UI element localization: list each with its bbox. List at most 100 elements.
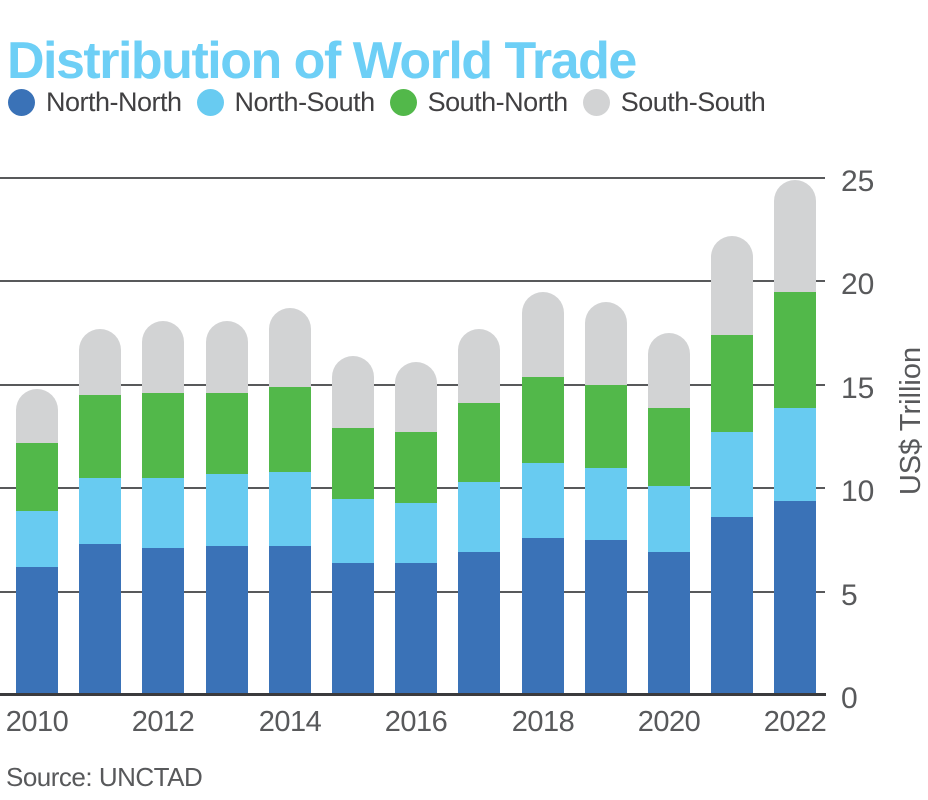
bar-2014-segment-south-north: [269, 386, 311, 472]
bar-2018-segment-south-north: [522, 376, 564, 464]
y-tick-label-15: 15: [841, 372, 875, 405]
legend-swatch-north-south: [196, 88, 224, 116]
bar-2015-segment-south-north: [332, 428, 374, 499]
y-tick-15: [813, 384, 825, 386]
bar-2011-segment-north-south: [79, 477, 121, 545]
bar-2020-segment-north-north: [648, 552, 690, 695]
x-tick-label-2014: 2014: [258, 706, 322, 738]
bar-2020-segment-north-south: [648, 486, 690, 553]
bar-2019-segment-south-south: [585, 302, 627, 385]
bar-2013-segment-south-south: [206, 321, 248, 394]
bar-2012: [142, 321, 184, 695]
bar-2012-segment-south-south: [142, 321, 184, 394]
bar-2018-segment-north-north: [522, 537, 564, 695]
bar-2013-segment-north-south: [206, 473, 248, 547]
legend-swatch-south-south: [582, 88, 610, 116]
bar-2011-segment-north-north: [79, 544, 121, 695]
gridline-25: [0, 177, 825, 179]
y-tick-25: [813, 177, 825, 179]
bar-2010-segment-north-north: [16, 566, 58, 695]
bar-2012-segment-north-north: [142, 548, 184, 695]
bar-2020-segment-south-north: [648, 407, 690, 487]
bar-2020: [648, 333, 690, 695]
legend-swatch-north-north: [8, 88, 35, 116]
bar-2022-segment-south-south: [774, 180, 816, 292]
bar-2016-segment-north-north: [395, 562, 437, 695]
x-axis-line: [0, 693, 826, 696]
gridline-20: [0, 280, 825, 282]
legend-label-south-north: South-North: [427, 86, 569, 117]
legend-item-north-north: North-North: [8, 87, 182, 118]
bar-2022-segment-south-north: [774, 291, 816, 408]
x-tick-label-2012: 2012: [131, 706, 195, 738]
legend-label-north-north: North-North: [46, 86, 182, 117]
y-tick-label-0: 0: [841, 682, 858, 715]
bar-2015-segment-north-south: [332, 498, 374, 563]
bar-2017-segment-north-south: [458, 482, 500, 553]
bar-2022-segment-north-north: [774, 500, 816, 695]
legend-item-north-south: North-South: [196, 86, 376, 118]
x-tick-label-2010: 2010: [5, 706, 69, 738]
bar-2020-segment-south-south: [648, 333, 690, 408]
bar-2014-segment-north-south: [269, 471, 311, 547]
bar-2015: [332, 356, 374, 695]
bar-2019-segment-north-north: [585, 539, 627, 695]
bar-2012-segment-south-north: [142, 393, 184, 478]
x-tick-label-2022: 2022: [763, 706, 827, 738]
bar-2016-segment-north-south: [395, 502, 437, 563]
legend-label-north-south: North-South: [234, 86, 376, 117]
bar-2022: [774, 180, 816, 695]
bar-2021: [711, 236, 753, 695]
bar-2021-segment-north-south: [711, 432, 753, 518]
bar-2012-segment-north-south: [142, 477, 184, 549]
source-note: Source: UNCTAD: [6, 762, 203, 792]
bar-2013-segment-north-north: [206, 546, 248, 695]
bar-2011-segment-south-south: [79, 329, 121, 396]
bar-2022-segment-north-south: [774, 407, 816, 501]
bar-2017-segment-south-north: [458, 403, 500, 483]
bar-2010-segment-south-north: [16, 442, 58, 511]
bar-2016-segment-south-north: [395, 432, 437, 503]
legend-item-south-south: South-South: [582, 86, 766, 118]
legend-item-south-north: South-North: [389, 86, 569, 118]
bar-2019-segment-north-south: [585, 467, 627, 540]
bar-2021-segment-south-north: [711, 335, 753, 433]
bar-2010: [16, 389, 58, 695]
bar-2017-segment-north-north: [458, 552, 500, 695]
bar-2017-segment-south-south: [458, 329, 500, 404]
bar-2015-segment-north-north: [332, 562, 374, 695]
bar-2011-segment-south-north: [79, 395, 121, 478]
y-axis-title: US$ Trillion: [895, 346, 927, 496]
bar-2015-segment-south-south: [332, 356, 374, 429]
y-tick-5: [813, 591, 825, 593]
bar-2016: [395, 362, 437, 695]
bar-2014: [269, 308, 311, 695]
bar-2018-segment-north-south: [522, 463, 564, 538]
x-tick-label-2018: 2018: [511, 706, 575, 738]
bar-2019-segment-south-north: [585, 384, 627, 468]
bar-2019: [585, 302, 627, 695]
bar-2011: [79, 329, 121, 695]
chart-title: Distribution of World Trade: [7, 31, 637, 90]
bar-2017: [458, 329, 500, 695]
x-tick-label-2020: 2020: [637, 706, 701, 738]
bar-2021-segment-north-north: [711, 517, 753, 695]
y-tick-10: [813, 487, 825, 489]
bar-2010-segment-north-south: [16, 510, 58, 567]
bar-2010-segment-south-south: [16, 389, 58, 443]
bar-2014-segment-south-south: [269, 308, 311, 387]
y-tick-label-10: 10: [841, 475, 875, 508]
bar-2018-segment-south-south: [522, 292, 564, 377]
y-tick-label-5: 5: [841, 579, 858, 612]
legend-label-south-south: South-South: [620, 86, 766, 117]
bar-2018: [522, 292, 564, 695]
legend-swatch-south-north: [389, 88, 417, 116]
x-tick-label-2016: 2016: [384, 706, 448, 738]
y-tick-label-20: 20: [841, 268, 875, 301]
bar-2016-segment-south-south: [395, 362, 437, 433]
bar-2014-segment-north-north: [269, 546, 311, 695]
bar-2013: [206, 321, 248, 695]
y-tick-20: [813, 280, 825, 282]
bar-2013-segment-south-north: [206, 393, 248, 474]
